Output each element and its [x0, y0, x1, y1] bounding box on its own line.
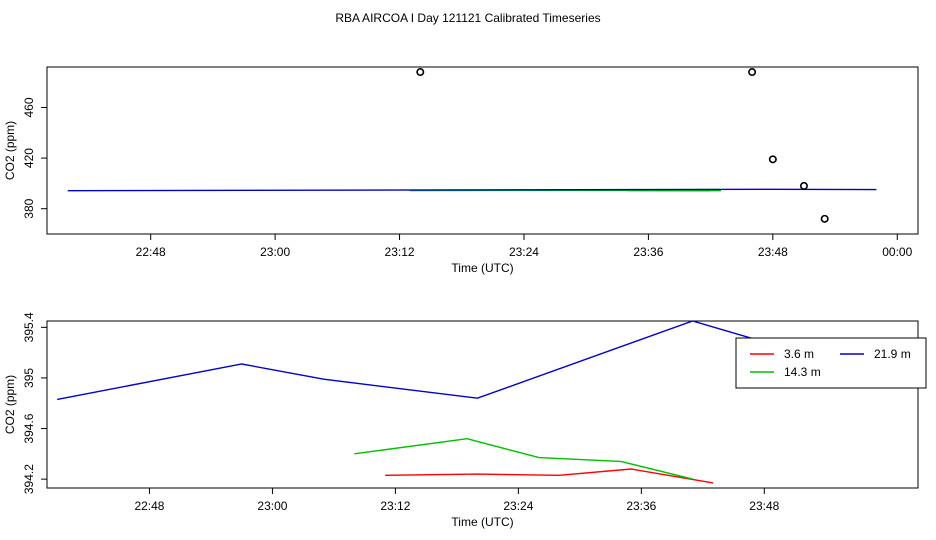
legend: 3.6 m 14.3 m 21.9 m	[735, 337, 927, 389]
y-axis-label: CO2 (ppm)	[3, 375, 17, 434]
y-axis-label: CO2 (ppm)	[3, 121, 17, 180]
data-point	[416, 68, 425, 77]
x-tick-label: 23:36	[633, 245, 663, 259]
x-tick-label: 23:00	[260, 245, 290, 259]
y-tick-label: 380	[22, 198, 36, 218]
x-tick-label: 23:48	[749, 499, 779, 513]
bottom-chart: 22:48 23:00 23:12 23:24 23:36 23:48 Time (UTC)…	[3, 312, 927, 529]
y-tick-label: 394.6	[22, 413, 36, 443]
series-line-3-6-m	[385, 468, 714, 484]
series-line-3	[67, 188, 877, 192]
data-point	[799, 181, 808, 190]
data-point	[748, 68, 757, 77]
legend-label: 14.3 m	[784, 365, 821, 379]
x-tick-label: 23:36	[626, 499, 656, 513]
x-axis-label: Time (UTC)	[451, 261, 513, 275]
x-tick-label: 22:48	[136, 245, 166, 259]
plot-frame	[46, 320, 919, 489]
y-tick-label: 395.4	[22, 312, 36, 342]
y-tick-label: 394.2	[22, 464, 36, 494]
data-point	[768, 155, 777, 164]
x-tick-label: 00:00	[882, 245, 912, 259]
y-tick-label: 395	[22, 368, 36, 388]
data-point	[820, 214, 829, 223]
legend-label: 3.6 m	[784, 347, 814, 361]
y-tick-label: 420	[22, 148, 36, 168]
x-axis-label: Time (UTC)	[451, 515, 513, 529]
series-line-21-9-m	[57, 320, 857, 401]
legend-label: 21.9 m	[874, 347, 911, 361]
x-tick-label: 23:00	[257, 499, 287, 513]
x-tick-label: 23:24	[503, 499, 533, 513]
y-tick-label: 460	[22, 97, 36, 117]
figure-title: RBA AIRCOA I Day 121121 Calibrated Times…	[335, 11, 600, 25]
x-tick-label: 23:24	[509, 245, 539, 259]
legend-box	[735, 337, 927, 389]
top-chart: 22:48 23:00 23:12 23:24 23:36 23:48 00:00 Time …	[3, 66, 919, 275]
x-tick-label: 23:48	[758, 245, 788, 259]
x-tick-label: 23:12	[380, 499, 410, 513]
x-tick-label: 22:48	[134, 499, 164, 513]
x-tick-label: 23:12	[385, 245, 415, 259]
plot-frame	[46, 66, 919, 235]
series-line-14-3-m	[354, 437, 693, 480]
